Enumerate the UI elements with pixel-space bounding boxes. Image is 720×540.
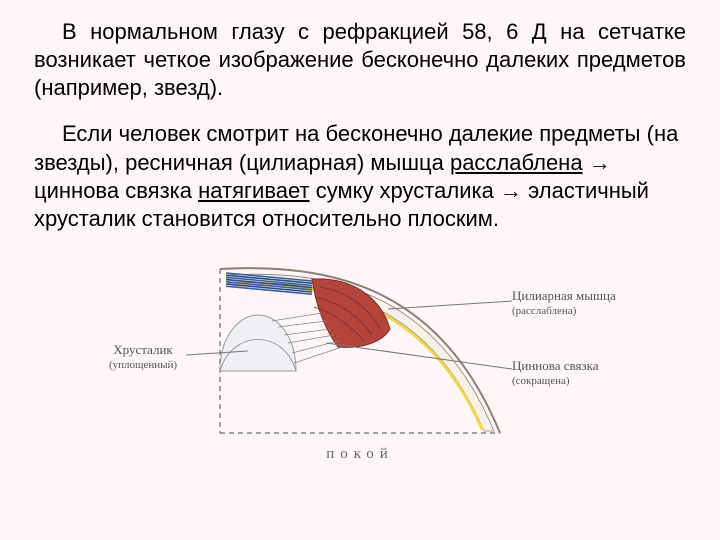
label-ciliary-muscle: Цилиарная мышца (расслаблена) [512, 289, 632, 318]
label-zonule-title: Циннова связка [512, 358, 599, 373]
eye-diagram: Хрусталик (уплощенный) Цилиарная мышца (… [80, 251, 640, 461]
label-lens-title: Хрусталик [113, 342, 172, 357]
label-lens: Хрусталик (уплощенный) [98, 343, 188, 372]
label-zonule-sub: (сокращена) [512, 375, 570, 387]
paragraph-2: Если человек смотрит на бесконечно далек… [34, 120, 686, 233]
p2-u1: расслаблена [450, 150, 583, 175]
label-muscle-title: Цилиарная мышца [512, 288, 616, 303]
p1-text: В нормальном глазу с рефракцией 58, 6 Д … [34, 19, 686, 100]
bottom-caption: покой [80, 446, 640, 463]
slide: В нормальном глазу с рефракцией 58, 6 Д … [0, 0, 720, 540]
p2-u2: натягивает [198, 178, 309, 203]
label-zonule: Циннова связка (сокращена) [512, 359, 632, 388]
paragraph-1: В нормальном глазу с рефракцией 58, 6 Д … [34, 18, 686, 102]
label-muscle-sub: (расслаблена) [512, 305, 576, 317]
label-lens-sub: (уплощенный) [109, 359, 177, 371]
